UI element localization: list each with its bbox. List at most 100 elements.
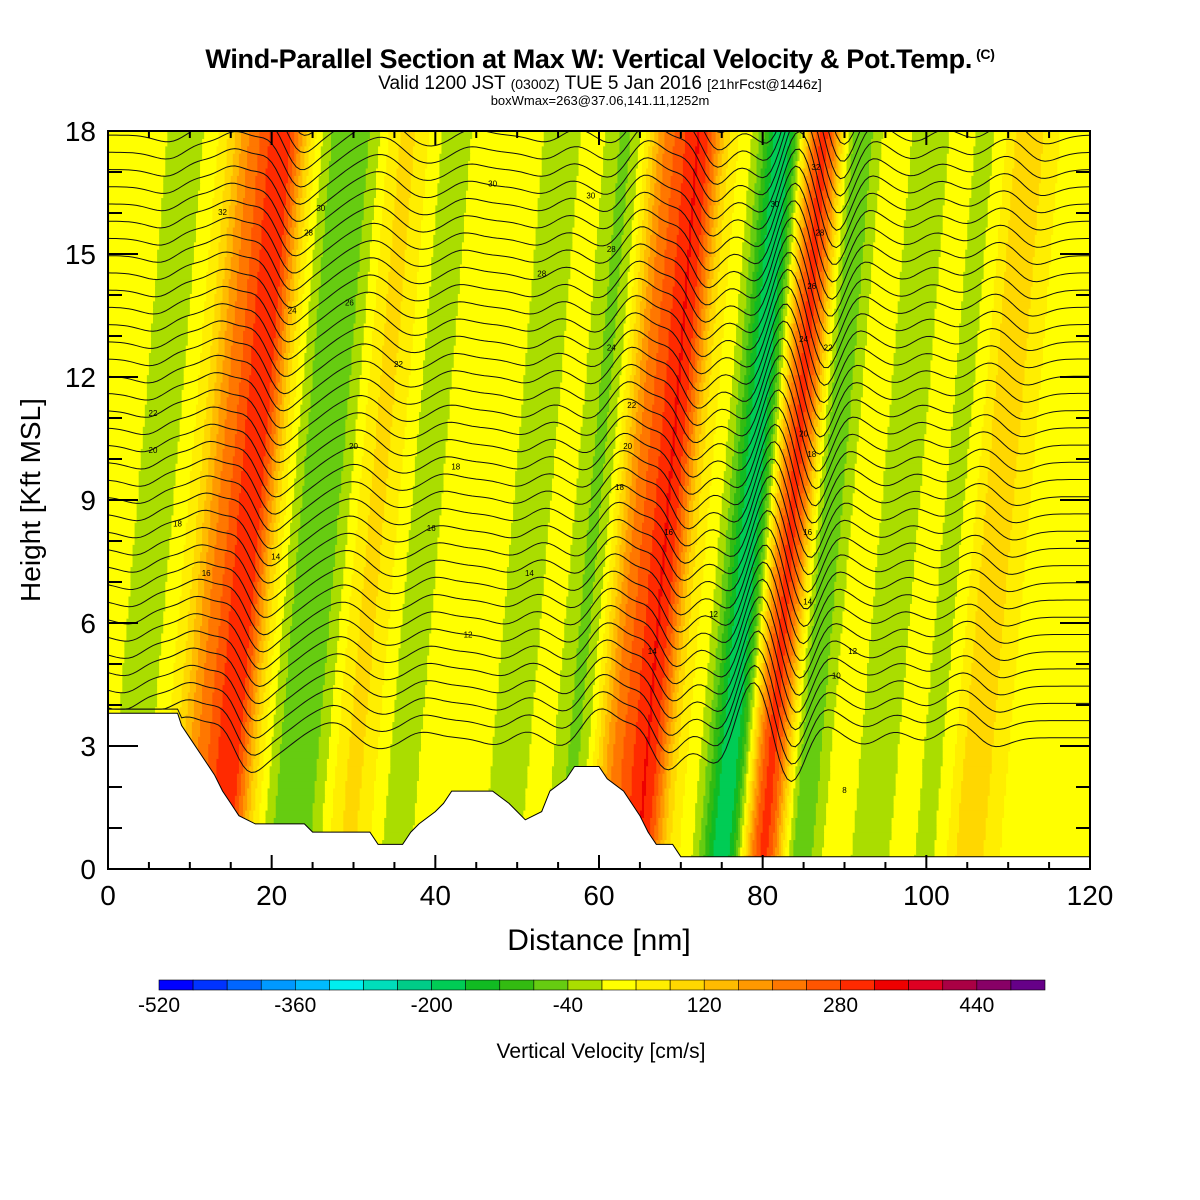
field-cell xyxy=(678,736,690,745)
field-cell xyxy=(993,721,1011,730)
field-cell xyxy=(680,817,696,826)
field-cell xyxy=(719,780,737,789)
field-cell xyxy=(652,809,657,818)
field-cell xyxy=(1006,780,1090,789)
field-cell xyxy=(774,765,780,774)
field-cell xyxy=(658,780,664,789)
field-cell xyxy=(987,470,1017,479)
field-cell xyxy=(658,632,668,641)
field-cell xyxy=(108,588,132,597)
field-cell xyxy=(862,728,901,737)
field-cell xyxy=(635,736,647,745)
field-cell xyxy=(240,773,246,782)
field-cell xyxy=(813,566,819,575)
field-cell xyxy=(734,440,739,449)
field-cell xyxy=(594,573,604,582)
field-cell xyxy=(363,566,381,575)
field-cell xyxy=(717,750,723,759)
field-cell xyxy=(783,522,788,531)
field-cell xyxy=(764,795,774,804)
field-cell xyxy=(108,544,134,553)
field-cell xyxy=(253,677,258,686)
field-cell xyxy=(807,536,811,545)
field-cell xyxy=(257,529,263,538)
field-cell xyxy=(603,743,608,752)
field-cell xyxy=(382,691,398,700)
field-cell xyxy=(257,581,263,590)
field-cell xyxy=(615,728,627,737)
field-cell xyxy=(267,507,273,516)
field-cell xyxy=(648,728,651,737)
field-cell xyxy=(206,477,213,486)
field-cell xyxy=(386,640,402,649)
field-cell xyxy=(895,787,921,796)
field-cell xyxy=(108,573,132,582)
field-cell xyxy=(668,750,674,759)
field-cell xyxy=(210,610,222,619)
field-cell xyxy=(797,581,803,590)
field-cell xyxy=(891,824,919,833)
field-cell xyxy=(959,551,972,560)
field-cell xyxy=(907,640,934,649)
field-cell xyxy=(803,544,807,553)
field-cell xyxy=(762,455,768,464)
field-cell xyxy=(345,647,359,656)
field-cell xyxy=(883,477,923,486)
field-cell xyxy=(819,758,831,767)
field-cell xyxy=(684,610,692,619)
field-cell xyxy=(423,714,496,722)
field-cell xyxy=(975,500,987,508)
field-cell xyxy=(251,662,256,671)
field-cell xyxy=(228,618,252,627)
field-cell xyxy=(230,595,254,604)
field-cell xyxy=(813,832,825,841)
field-cell xyxy=(285,440,291,449)
field-cell xyxy=(621,536,627,545)
field-cell xyxy=(738,551,756,560)
field-cell xyxy=(625,610,637,619)
field-cell xyxy=(664,662,670,671)
field-cell xyxy=(789,677,794,686)
field-cell xyxy=(656,500,668,508)
field-cell xyxy=(748,743,751,752)
field-cell xyxy=(954,758,964,767)
field-cell xyxy=(738,507,743,516)
field-cell xyxy=(711,610,721,619)
field-cell xyxy=(756,632,760,641)
field-cell xyxy=(664,654,670,663)
field-cell xyxy=(629,684,641,693)
field-cell xyxy=(682,640,688,649)
field-cell xyxy=(918,507,946,516)
field-cell xyxy=(551,773,567,782)
field-cell xyxy=(633,743,647,752)
field-cell xyxy=(621,477,627,486)
field-cell xyxy=(772,581,776,590)
field-cell xyxy=(701,824,706,833)
field-cell xyxy=(791,573,796,582)
field-cell xyxy=(136,514,173,523)
field-cell xyxy=(337,743,351,752)
field-cell xyxy=(666,824,674,833)
field-cell xyxy=(756,566,762,575)
field-cell xyxy=(212,714,222,722)
field-cell xyxy=(903,677,932,686)
field-cell xyxy=(936,603,956,612)
field-cell xyxy=(766,780,774,789)
field-cell xyxy=(265,625,271,634)
field-cell xyxy=(924,736,944,745)
field-cell xyxy=(750,795,754,804)
field-row xyxy=(108,581,1090,590)
field-cell xyxy=(253,595,258,604)
field-cell xyxy=(670,765,678,774)
field-cell xyxy=(654,780,659,789)
field-cell xyxy=(793,736,796,745)
field-cell xyxy=(750,817,754,826)
field-cell xyxy=(605,721,610,730)
field-cell xyxy=(762,706,766,715)
field-cell xyxy=(603,640,608,649)
field-cell xyxy=(680,514,686,523)
field-cell xyxy=(658,455,672,464)
field-cell xyxy=(271,654,281,663)
field-cell xyxy=(795,647,799,656)
field-cell xyxy=(713,743,719,752)
